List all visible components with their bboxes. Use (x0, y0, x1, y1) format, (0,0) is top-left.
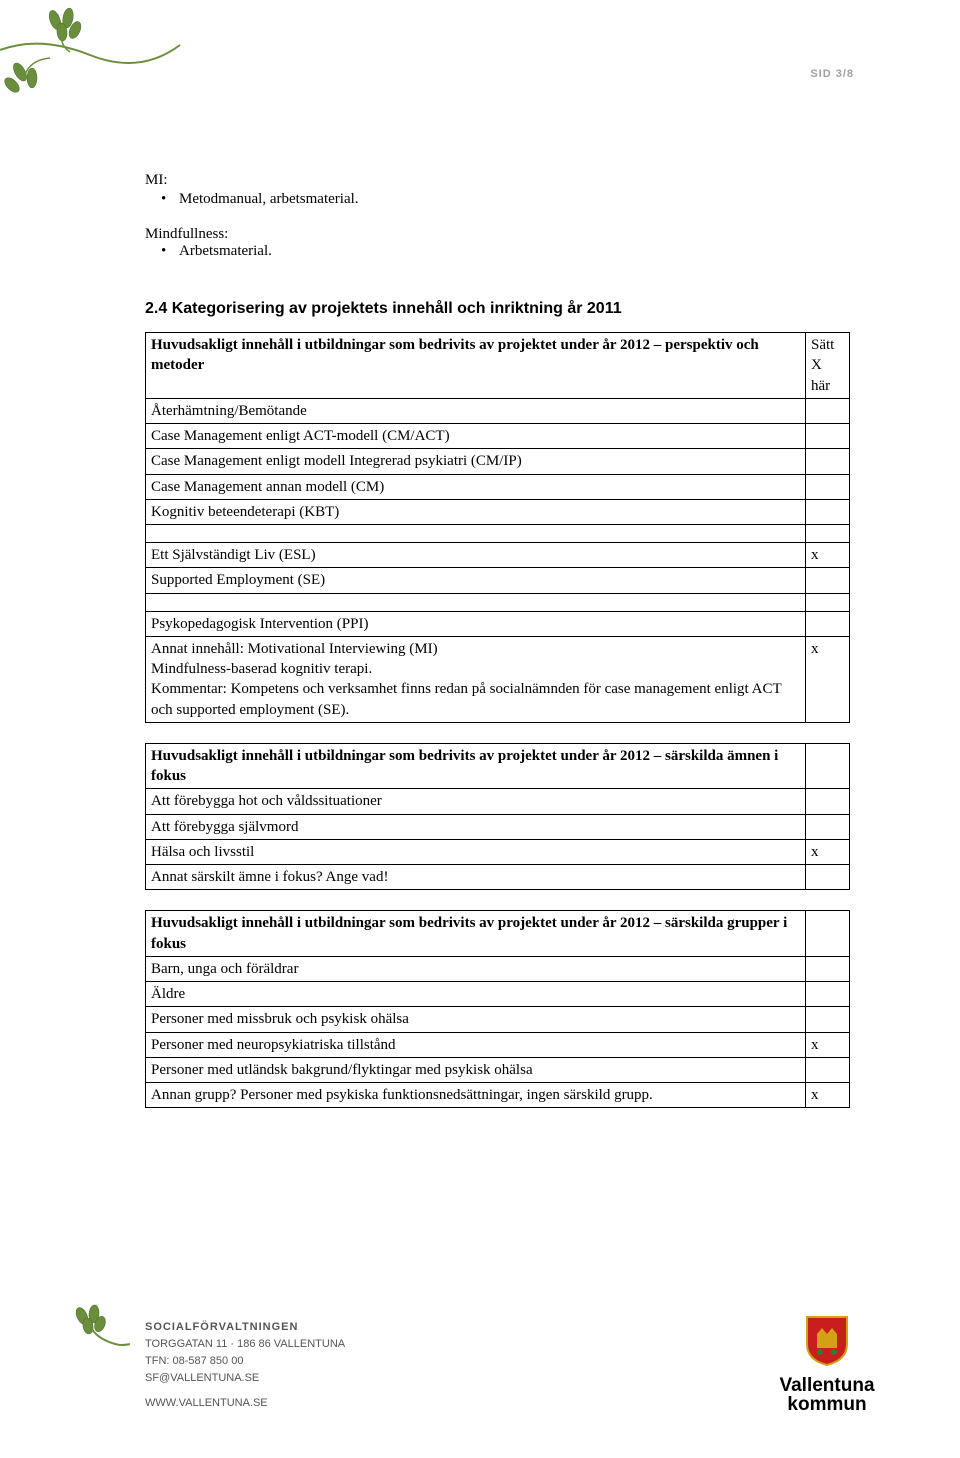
cell: Personer med utländsk bakgrund/flyktinga… (146, 1057, 806, 1082)
footer-email: SF@VALLENTUNA.SE (145, 1370, 345, 1387)
table-row: Barn, unga och föräldrar (146, 956, 850, 981)
table-row: Annat innehåll: Motivational Interviewin… (146, 636, 850, 722)
t3-header: Huvudsakligt innehåll i utbildningar som… (146, 911, 806, 957)
table-row: Personer med missbruk och psykisk ohälsa (146, 1007, 850, 1032)
table-row: Supported Employment (SE) (146, 568, 850, 593)
cell (806, 568, 850, 593)
cell: Kognitiv beteendeterapi (KBT) (146, 499, 806, 524)
cell: Case Management enligt modell Integrerad… (146, 449, 806, 474)
document-content: MI: Metodmanual, arbetsmaterial. Mindful… (0, 0, 960, 1108)
table-row (146, 525, 850, 543)
cell: Annat innehåll: Motivational Interviewin… (146, 636, 806, 722)
t1-header-main: Huvudsakligt innehåll i utbildningar som… (146, 333, 806, 399)
table-row: Återhämtning/Bemötande (146, 398, 850, 423)
cell: x (806, 543, 850, 568)
cell: Att förebygga hot och våldssituationer (146, 789, 806, 814)
cell: Återhämtning/Bemötande (146, 398, 806, 423)
cell (806, 593, 850, 611)
cell: Ett Självständigt Liv (ESL) (146, 543, 806, 568)
mindfullness-block: Mindfullness: Arbetsmaterial. (145, 226, 850, 260)
table-row: Att förebygga hot och våldssituationer (146, 789, 850, 814)
cell (806, 956, 850, 981)
cell (806, 789, 850, 814)
cell: Personer med missbruk och psykisk ohälsa (146, 1007, 806, 1032)
logo-text-1: Vallentuna (762, 1376, 892, 1395)
cell: Annat särskilt ämne i fokus? Ange vad! (146, 865, 806, 890)
cell: x (806, 636, 850, 722)
table-row: Personer med neuropsykiatriska tillstånd… (146, 1032, 850, 1057)
cell: Äldre (146, 982, 806, 1007)
crest-icon (802, 1312, 852, 1367)
mindfullness-bullet: Arbetsmaterial. (145, 243, 850, 260)
footer-text: SOCIALFÖRVALTNINGEN TORGGATAN 11 · 186 8… (145, 1319, 345, 1412)
cell: Personer med neuropsykiatriska tillstånd (146, 1032, 806, 1057)
logo-text-2: kommun (762, 1395, 892, 1414)
cell (806, 424, 850, 449)
table-row: Huvudsakligt innehåll i utbildningar som… (146, 743, 850, 789)
cell: Case Management enligt ACT-modell (CM/AC… (146, 424, 806, 449)
table-perspektiv-metoder: Huvudsakligt innehåll i utbildningar som… (145, 332, 850, 723)
t1-header-col2: Sätt X här (806, 333, 850, 399)
table-row: Hälsa och livsstilx (146, 839, 850, 864)
table-row (146, 593, 850, 611)
cell: Barn, unga och föräldrar (146, 956, 806, 981)
table-row: Ett Självständigt Liv (ESL)x (146, 543, 850, 568)
mindfullness-label: Mindfullness: (145, 226, 850, 243)
table-row: Psykopedagogisk Intervention (PPI) (146, 611, 850, 636)
table-row: Huvudsakligt innehåll i utbildningar som… (146, 333, 850, 399)
cell (806, 1007, 850, 1032)
table-row: Annan grupp? Personer med psykiska funkt… (146, 1083, 850, 1108)
cell (806, 525, 850, 543)
cell (806, 474, 850, 499)
cell: Annan grupp? Personer med psykiska funkt… (146, 1083, 806, 1108)
decorative-leaf-header (0, 0, 220, 100)
footer-logo: Vallentuna kommun (762, 1312, 892, 1414)
cell (806, 499, 850, 524)
table-row: Äldre (146, 982, 850, 1007)
footer-addr: TORGGATAN 11 · 186 86 VALLENTUNA (145, 1336, 345, 1353)
cell: Supported Employment (SE) (146, 568, 806, 593)
footer-tfn: TFN: 08-587 850 00 (145, 1353, 345, 1370)
cell (806, 1057, 850, 1082)
cell: Att förebygga självmord (146, 814, 806, 839)
cell (806, 449, 850, 474)
table-row: Kognitiv beteendeterapi (KBT) (146, 499, 850, 524)
table-row: Personer med utländsk bakgrund/flyktinga… (146, 1057, 850, 1082)
cell: Case Management annan modell (CM) (146, 474, 806, 499)
cell (146, 525, 806, 543)
cell: x (806, 1083, 850, 1108)
footer-org: SOCIALFÖRVALTNINGEN (145, 1319, 345, 1336)
cell: x (806, 1032, 850, 1057)
table-row: Case Management enligt modell Integrerad… (146, 449, 850, 474)
table-row: Huvudsakligt innehåll i utbildningar som… (146, 911, 850, 957)
table-row: Att förebygga självmord (146, 814, 850, 839)
table-amnen-i-fokus: Huvudsakligt innehåll i utbildningar som… (145, 743, 850, 891)
cell (146, 593, 806, 611)
footer-leaf-icon (60, 1304, 130, 1354)
mi-block: MI: Metodmanual, arbetsmaterial. (145, 172, 850, 208)
page-number: SID 3/8 (810, 68, 854, 80)
footer-web: WWW.VALLENTUNA.SE (145, 1395, 345, 1412)
cell (806, 911, 850, 957)
t2-header: Huvudsakligt innehåll i utbildningar som… (146, 743, 806, 789)
cell (806, 865, 850, 890)
cell: x (806, 839, 850, 864)
table-grupper-i-fokus: Huvudsakligt innehåll i utbildningar som… (145, 910, 850, 1108)
mi-label: MI: (145, 172, 850, 189)
cell: Hälsa och livsstil (146, 839, 806, 864)
table-row: Annat särskilt ämne i fokus? Ange vad! (146, 865, 850, 890)
cell (806, 611, 850, 636)
mi-bullet: Metodmanual, arbetsmaterial. (145, 191, 850, 208)
cell (806, 743, 850, 789)
cell (806, 398, 850, 423)
cell: Psykopedagogisk Intervention (PPI) (146, 611, 806, 636)
section-heading: 2.4 Kategorisering av projektets innehål… (145, 300, 850, 318)
table-row: Case Management annan modell (CM) (146, 474, 850, 499)
table-row: Case Management enligt ACT-modell (CM/AC… (146, 424, 850, 449)
cell (806, 814, 850, 839)
cell (806, 982, 850, 1007)
